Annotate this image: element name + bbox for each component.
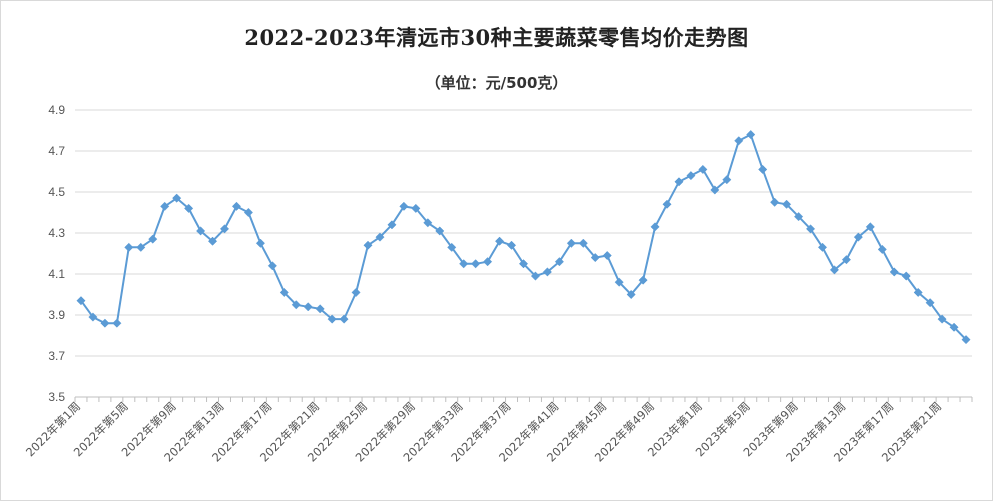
data-point	[339, 314, 349, 324]
x-axis: 2022年第1周2022年第5周2022年第9周2022年第13周2022年第1…	[23, 396, 973, 465]
data-point	[315, 304, 325, 314]
data-point	[722, 175, 732, 185]
data-point	[638, 275, 648, 285]
data-point	[495, 236, 505, 246]
data-point	[841, 255, 851, 265]
data-point	[961, 335, 971, 345]
data-point	[530, 271, 541, 281]
y-tick-label: 4.5	[48, 185, 65, 199]
data-point	[160, 201, 170, 211]
data-point	[865, 222, 875, 232]
data-point	[602, 250, 612, 261]
data-point	[518, 259, 529, 269]
data-point	[435, 226, 445, 236]
data-point	[674, 177, 684, 187]
data-point	[889, 267, 899, 277]
data-point	[267, 261, 277, 271]
data-point	[650, 222, 660, 232]
data-point	[136, 242, 146, 252]
data-point	[363, 240, 373, 250]
data-point	[483, 257, 493, 267]
data-point	[471, 259, 481, 269]
data-point	[758, 164, 768, 175]
data-point	[399, 201, 409, 211]
data-point	[877, 244, 887, 254]
data-point	[291, 300, 301, 310]
data-point	[279, 287, 289, 298]
data-point	[805, 224, 816, 234]
data-point	[100, 318, 110, 328]
data-point	[542, 267, 552, 277]
chart-subtitle: （单位：元/500克）	[425, 74, 568, 92]
data-point	[734, 136, 744, 146]
y-tick-label: 4.1	[48, 267, 65, 281]
data-point	[782, 199, 792, 209]
data-point	[506, 240, 517, 250]
data-point	[88, 312, 98, 322]
data-point	[196, 226, 206, 236]
series-line-group	[76, 130, 971, 345]
data-point	[375, 232, 385, 242]
data-point	[949, 322, 959, 332]
data-point	[172, 193, 182, 203]
data-point	[710, 185, 720, 195]
data-point	[566, 238, 576, 248]
data-point	[303, 302, 313, 312]
data-point	[770, 197, 780, 207]
data-point	[925, 298, 935, 308]
data-point	[387, 220, 397, 230]
y-tick-label: 4.7	[48, 144, 65, 158]
data-point	[829, 265, 840, 275]
data-point	[411, 203, 421, 213]
y-tick-label: 3.9	[48, 308, 65, 322]
data-point	[937, 314, 947, 324]
data-point	[853, 232, 863, 242]
series-line	[80, 133, 967, 341]
data-point	[913, 287, 923, 298]
data-point	[746, 130, 756, 140]
grid-lines	[75, 109, 972, 398]
data-point	[447, 242, 457, 252]
data-point	[219, 224, 230, 234]
data-point	[112, 318, 122, 328]
data-point	[76, 296, 86, 306]
data-point	[578, 238, 588, 248]
y-tick-label: 4.9	[48, 103, 65, 117]
data-point	[662, 199, 672, 209]
y-tick-label: 3.5	[48, 390, 65, 404]
y-tick-label: 3.7	[48, 349, 65, 363]
chart-title: 2022-2023年清远市30种主要蔬菜零售均价走势图	[244, 25, 749, 50]
data-point	[255, 238, 265, 248]
data-point	[590, 253, 600, 263]
data-point	[794, 212, 804, 222]
data-point	[459, 259, 469, 269]
data-point	[423, 218, 433, 228]
data-point	[207, 236, 218, 246]
data-point	[184, 203, 194, 213]
data-point	[124, 242, 134, 252]
data-point	[148, 234, 158, 244]
y-tick-label: 4.3	[48, 226, 65, 240]
data-point	[614, 277, 624, 287]
data-point	[698, 164, 708, 175]
data-point	[626, 289, 636, 300]
y-axis: 3.5 3.7 3.9 4.1 4.3 4.5 4.7 4.9	[48, 103, 65, 404]
data-point	[686, 171, 696, 181]
data-point	[901, 271, 911, 281]
data-point	[327, 314, 337, 324]
data-point	[243, 207, 253, 218]
data-point	[231, 201, 242, 211]
data-point	[351, 287, 361, 298]
data-point	[817, 242, 828, 252]
data-point	[554, 257, 564, 267]
